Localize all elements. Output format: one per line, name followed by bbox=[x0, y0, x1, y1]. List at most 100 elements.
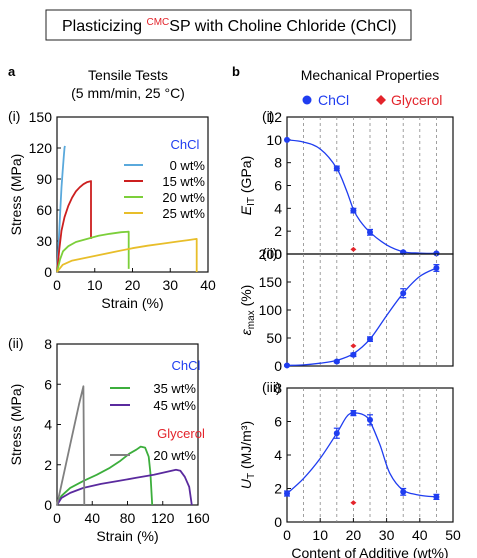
b-iii-ytick-label: 6 bbox=[274, 414, 282, 430]
a-i-legend-label: 25 wt% bbox=[162, 206, 205, 221]
a-ii-series-line-0 bbox=[56, 445, 154, 506]
b-ii-ylabel-unit: (%) bbox=[238, 285, 254, 311]
b-i-glycerol-point bbox=[350, 246, 357, 252]
a-i-series-line-0 bbox=[56, 145, 66, 273]
b-iii-ytick-label: 8 bbox=[274, 380, 282, 396]
b-ii-chcl-point bbox=[433, 265, 440, 271]
title-superscript: CMC bbox=[146, 17, 169, 28]
b-i-chcl-point bbox=[333, 165, 340, 172]
b-iii-ylabel-unit: (MJ/m³) bbox=[238, 421, 254, 473]
b-iii-xtick-label: 10 bbox=[312, 527, 328, 543]
b-iii-ylabel: UT (MJ/m³) bbox=[238, 421, 257, 489]
b-ii-ytick-label: 150 bbox=[259, 274, 283, 290]
b-ii-chcl-point bbox=[350, 351, 357, 358]
b-i-ylabel: EIT (GPa) bbox=[238, 156, 257, 215]
a-i-xtick-label: 10 bbox=[87, 277, 103, 293]
a-i-legend-label: 20 wt% bbox=[162, 190, 205, 205]
a-ii-ylabel: Stress (MPa) bbox=[8, 384, 24, 466]
b-iii-glycerol-point bbox=[350, 500, 357, 506]
a-i-xtick-label: 0 bbox=[53, 277, 61, 293]
b-i-chcl-fit-curve bbox=[286, 139, 437, 255]
b-iii-chcl-point bbox=[284, 490, 290, 497]
b-i-ytick-label: 4 bbox=[274, 200, 282, 216]
a-i-xtick-label: 20 bbox=[125, 277, 141, 293]
b-ii-chcl-point bbox=[333, 358, 340, 365]
a-ii-xtick-label: 0 bbox=[53, 510, 61, 526]
b-ii-chcl-point bbox=[284, 362, 290, 369]
legend-chcl-label: ChCl bbox=[318, 92, 349, 108]
a-ii-xtick-label: 40 bbox=[84, 510, 100, 526]
a-i-ytick-label: 120 bbox=[29, 140, 53, 156]
b-ii-ytick-label: 100 bbox=[259, 302, 283, 318]
b-i-ytick-label: 8 bbox=[274, 155, 282, 171]
b-iii-xlabel: Content of Additive (wt%) bbox=[291, 545, 448, 558]
panel-b-letter: b bbox=[232, 64, 240, 79]
b-i-ylabel-unit: (GPa) bbox=[238, 156, 254, 197]
a-ii-xtick-label: 160 bbox=[186, 510, 210, 526]
title-prefix: Plasticizing bbox=[62, 18, 146, 35]
legend-glycerol-marker bbox=[376, 95, 386, 105]
b-iii-chcl-point bbox=[367, 416, 373, 423]
a-i-ytick-label: 150 bbox=[29, 109, 53, 125]
b-ii-ylabel: εmax (%) bbox=[238, 285, 257, 336]
legend-chcl-marker bbox=[302, 95, 312, 105]
a-ii-legend-header-2: Glycerol bbox=[157, 426, 205, 441]
b-i-ytick-label: 12 bbox=[266, 109, 282, 125]
a-ii-ytick-label: 0 bbox=[44, 497, 52, 513]
a-i-ytick-label: 30 bbox=[36, 233, 52, 249]
panel-a-heading-1: Tensile Tests bbox=[88, 67, 168, 83]
a-ii-xtick-label: 120 bbox=[151, 510, 175, 526]
b-ii-chcl-point bbox=[367, 336, 373, 343]
a-ii-series-line-1 bbox=[56, 468, 193, 506]
a-i-series-line-2 bbox=[56, 230, 130, 273]
b-i-ytick-label: 10 bbox=[266, 132, 282, 148]
a-i-ytick-label: 60 bbox=[36, 202, 52, 218]
a-i-xtick-label: 40 bbox=[200, 277, 216, 293]
b-ii-ylabel-main: ε bbox=[238, 328, 254, 335]
b-i-panel-label: (i) bbox=[262, 108, 274, 124]
b-iii-xtick-label: 30 bbox=[379, 527, 395, 543]
b-iii-panel-label: (iii) bbox=[262, 379, 281, 395]
b-i-chcl-point bbox=[350, 207, 357, 214]
figure-title: Plasticizing CMCSP with Choline Chloride… bbox=[62, 17, 397, 35]
a-i-legend-label: 15 wt% bbox=[162, 174, 205, 189]
a-ii-ytick-label: 6 bbox=[44, 376, 52, 392]
b-iii-chcl-point bbox=[433, 493, 440, 500]
a-ii-xlabel: Strain (%) bbox=[96, 528, 158, 544]
b-ii-glycerol-point bbox=[350, 343, 357, 349]
a-i-xlabel: Strain (%) bbox=[101, 295, 163, 311]
a-i-ylabel: Stress (MPa) bbox=[8, 154, 24, 236]
b-iii-ytick-label: 4 bbox=[274, 447, 282, 463]
title-rest: SP with Choline Chloride (ChCl) bbox=[169, 18, 396, 35]
b-ii-ytick-label: 50 bbox=[266, 330, 282, 346]
b-iii-chcl-point bbox=[350, 410, 357, 417]
a-i-legend-label: 0 wt% bbox=[170, 158, 206, 173]
a-ii-series-line-2 bbox=[56, 385, 86, 506]
b-iii-chcl-point bbox=[333, 430, 340, 437]
a-i-legend-header: ChCl bbox=[171, 137, 200, 152]
b-ii-chcl-fit-curve bbox=[286, 267, 437, 367]
a-i-ytick-label: 90 bbox=[36, 171, 52, 187]
b-iii-ytick-label: 2 bbox=[274, 481, 282, 497]
legend-glycerol-label: Glycerol bbox=[391, 92, 442, 108]
b-ii-chcl-point bbox=[400, 290, 407, 297]
a-ii-ytick-label: 4 bbox=[44, 417, 52, 433]
b-iii-xtick-label: 40 bbox=[412, 527, 428, 543]
b-ii-panel-label: (ii) bbox=[262, 245, 278, 261]
b-i-chcl-point bbox=[367, 229, 373, 236]
b-iii-chcl-fit-curve bbox=[286, 412, 437, 498]
panel-a-heading-2: (5 mm/min, 25 °C) bbox=[71, 85, 185, 101]
a-ii-legend-header: ChCl bbox=[172, 358, 201, 373]
b-i-ytick-label: 0 bbox=[274, 246, 282, 262]
b-ii-ytick-label: 200 bbox=[259, 246, 283, 262]
b-iii-chcl-point bbox=[400, 488, 407, 495]
b-i-ylabel-main: E bbox=[238, 205, 254, 215]
b-i-ylabel-sub: IT bbox=[246, 197, 257, 206]
a-i-series-line-3 bbox=[56, 238, 198, 273]
a-ii-legend-label: 35 wt% bbox=[153, 381, 196, 396]
b-iii-xtick-label: 50 bbox=[445, 527, 461, 543]
a-i-ytick-label: 0 bbox=[44, 264, 52, 280]
b-iii-ylabel-main: U bbox=[238, 478, 254, 489]
panel-a-letter: a bbox=[8, 64, 16, 79]
